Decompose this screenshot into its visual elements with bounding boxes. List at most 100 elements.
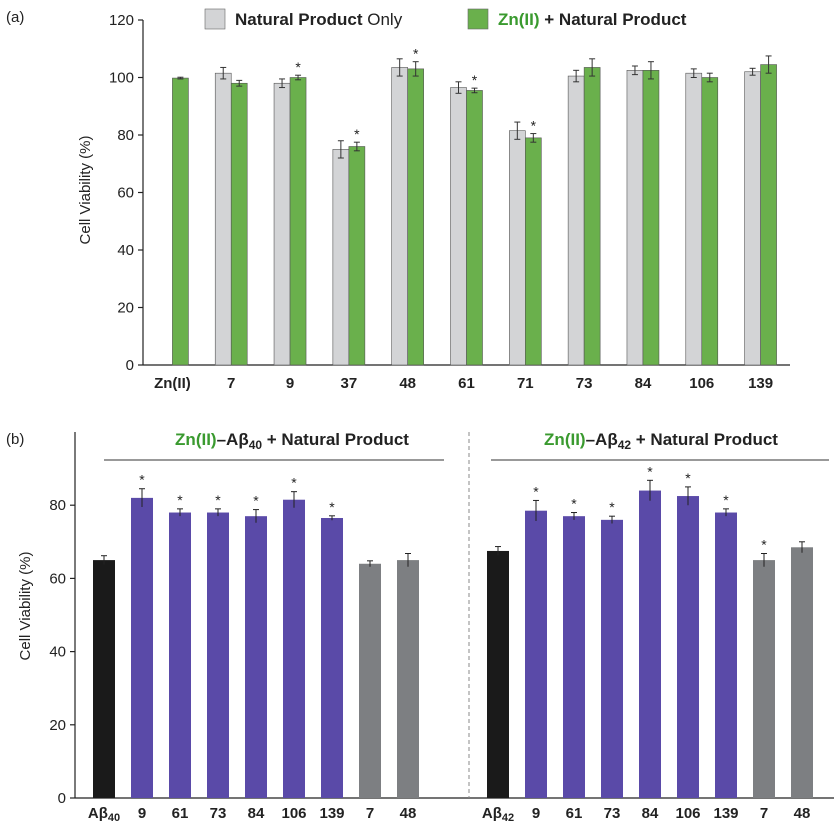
panel-a-x-tick-label: Zn(II) xyxy=(154,375,191,392)
panel-a-x-tick-label: 48 xyxy=(399,375,416,392)
panel-b-x-tick-main: 7 xyxy=(366,805,374,822)
panel-a-bar-zn-np xyxy=(407,68,424,366)
panel-b-significance-mark: * xyxy=(761,537,767,553)
panel-b-significance-mark: * xyxy=(291,475,297,491)
panel-b-x-tick-label: 9 xyxy=(138,805,146,822)
panel-b-x-tick-main: 106 xyxy=(675,805,700,822)
panel-b-y-tick-label: 40 xyxy=(49,644,66,661)
panel-b-significance-mark: * xyxy=(533,483,539,499)
panel-b-x-tick-main: 139 xyxy=(713,805,738,822)
panel-a-y-tick-label: 60 xyxy=(117,185,134,202)
panel-b-x-tick-label: 84 xyxy=(248,805,265,822)
panel-a-legend-bold: Natural Product xyxy=(235,10,363,29)
panel-a-significance-mark: * xyxy=(354,126,360,142)
panel-a-legend-rest: + Natural Product xyxy=(540,10,687,29)
panel-b-significance-mark: * xyxy=(723,492,729,508)
panel-b-bar xyxy=(245,516,267,798)
panel-b-x-tick-label: Aβ42 xyxy=(482,805,514,824)
panel-b-x-tick-main: 139 xyxy=(319,805,344,822)
panel-b-group-title-tail: + Natural Product xyxy=(631,430,778,449)
panel-a-label: (a) xyxy=(6,9,24,26)
panel-b-significance-mark: * xyxy=(177,492,183,508)
panel-a-bar-zn-np xyxy=(172,77,189,366)
panel-a-y-tick-label: 100 xyxy=(109,70,134,87)
panel-b-bar xyxy=(359,563,381,798)
panel-a-bar-np-only xyxy=(567,75,585,366)
panel-a: (a) Cell Viability (%) Natural Product O… xyxy=(6,8,790,392)
panel-b-significance-mark: * xyxy=(253,493,259,509)
panel-b-y-tick-label: 20 xyxy=(49,717,66,734)
panel-a-legend-entry: Natural Product Only xyxy=(235,10,403,29)
panel-b-x-tick-label: 84 xyxy=(642,805,659,822)
panel-b-y-tick-label: 0 xyxy=(58,790,66,807)
panel-a-bar-np-only xyxy=(509,130,526,366)
panel-b-group-title: Zn(II)–Aβ40 + Natural Product xyxy=(175,430,409,452)
panel-a-legend-entry: Zn(II) + Natural Product xyxy=(498,10,687,29)
panel-b-x-tick-label: 106 xyxy=(675,805,700,822)
panel-b-y-axis-label: Cell Viability (%) xyxy=(17,552,34,661)
panel-b-x-tick-main: 9 xyxy=(532,805,540,822)
panel-b-x-tick-label: 9 xyxy=(532,805,540,822)
panel-b-bar xyxy=(321,518,343,798)
panel-a-legend-rest: Only xyxy=(363,10,403,29)
panel-b-x-tick-main: 7 xyxy=(760,805,768,822)
panel-a-y-tick-label: 20 xyxy=(117,300,134,317)
panel-b-group-title-subscript: 40 xyxy=(249,438,263,452)
panel-b-bar xyxy=(283,499,305,798)
panel-b-x-tick-label: 48 xyxy=(794,805,811,822)
panel-a-x-tick-label: 61 xyxy=(458,375,475,392)
panel-b-x-tick-label: 7 xyxy=(366,805,374,822)
panel-a-legend-swatch xyxy=(204,8,226,30)
panel-b-x-tick-main: 106 xyxy=(281,805,306,822)
panel-b-significance-mark: * xyxy=(685,470,691,486)
panel-b-x-tick-subscript: 40 xyxy=(108,812,120,824)
panel-b-x-tick-label: 7 xyxy=(760,805,768,822)
panel-a-x-tick-label: 84 xyxy=(635,375,652,392)
panel-a-y-tick-label: 120 xyxy=(109,12,134,29)
panel-b-x-tick-main: Aβ xyxy=(482,805,502,822)
panel-b-y-tick-label: 80 xyxy=(49,497,66,514)
panel-b-significance-mark: * xyxy=(215,492,221,508)
panel-b-bar xyxy=(487,550,509,798)
panel-b-x-tick-main: 48 xyxy=(400,805,417,822)
panel-b-x-tick-main: 73 xyxy=(210,805,227,822)
panel-a-x-tick-label: 139 xyxy=(748,375,773,392)
panel-b-bar xyxy=(397,560,419,798)
panel-b-x-tick-labels: Aβ40 9 61 73 84 106 139 7 48 Aβ42 9 61 73 84 106 139 7 48 xyxy=(88,805,810,824)
panel-b-bar xyxy=(169,512,191,798)
panel-a-x-tick-label: 71 xyxy=(517,375,534,392)
panel-b-significance-mark: * xyxy=(571,496,577,512)
panel-a-significance-mark: * xyxy=(413,46,419,62)
panel-b-x-tick-label: 48 xyxy=(400,805,417,822)
panel-a-significance-mark: * xyxy=(531,118,537,134)
panel-b-group-title-subscript: 42 xyxy=(618,438,632,452)
panel-b-x-tick-label: 73 xyxy=(604,805,621,822)
panel-b-bar xyxy=(715,512,737,798)
panel-b-x-tick-label: Aβ40 xyxy=(88,805,120,824)
panel-b-x-tick-main: 73 xyxy=(604,805,621,822)
panel-a-legend-swatch xyxy=(467,8,489,30)
panel-b-bar xyxy=(525,510,547,798)
panel-b-x-tick-main: 61 xyxy=(172,805,189,822)
panel-b-x-tick-main: 48 xyxy=(794,805,811,822)
panel-b: (b) Cell Viability (%) Zn(II)–Aβ40 + Nat… xyxy=(6,430,834,824)
panel-a-y-axis-label: Cell Viability (%) xyxy=(77,136,94,245)
panel-a-y-tick-label: 40 xyxy=(117,242,134,259)
panel-b-group-title-abeta: –Aβ xyxy=(217,430,249,449)
panel-b-group-title-green: Zn(II) xyxy=(175,430,217,449)
panel-b-group-title-abeta: –Aβ xyxy=(586,430,618,449)
panel-a-bar-zn-np xyxy=(760,64,777,366)
panel-b-label: (b) xyxy=(6,431,24,448)
panel-a-x-tick-label: 7 xyxy=(227,375,235,392)
panel-b-group-title-green: Zn(II) xyxy=(544,430,586,449)
panel-b-bar xyxy=(563,516,585,798)
panel-a-bar-zn-np xyxy=(525,137,542,366)
panel-a-x-tick-label: 37 xyxy=(341,375,358,392)
panel-a-bar-np-only xyxy=(744,71,761,366)
panel-a-bar-np-only xyxy=(273,82,291,366)
panel-a-y-tick-label: 0 xyxy=(126,357,134,374)
panel-a-bar-np-only xyxy=(626,70,644,366)
panel-a-bar-zn-np xyxy=(230,82,248,366)
panel-b-y-tick-label: 60 xyxy=(49,570,66,587)
panel-a-significance-mark: * xyxy=(295,59,301,75)
